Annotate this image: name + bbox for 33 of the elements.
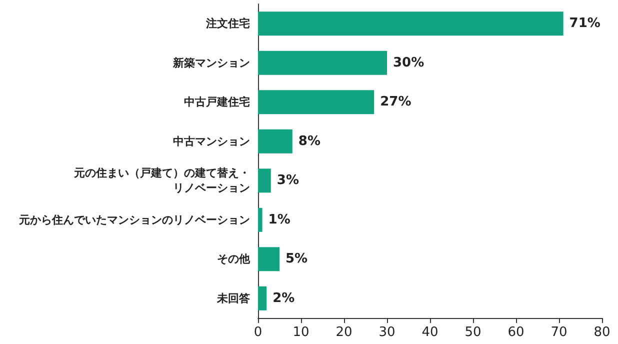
y-tick-label: 中古マンション xyxy=(173,134,250,148)
x-tick-label: 20 xyxy=(336,325,352,340)
x-tick-label: 0 xyxy=(254,325,262,340)
x-tick-label: 30 xyxy=(378,325,396,340)
y-tick-label: 中古戸建住宅 xyxy=(184,96,250,109)
bar xyxy=(258,90,374,114)
bar xyxy=(258,129,292,154)
data-label: 5% xyxy=(286,252,308,267)
bar xyxy=(258,50,387,75)
y-tick-label: 注文住宅 xyxy=(205,17,250,30)
x-tick-label: 10 xyxy=(292,325,310,340)
data-label: 3% xyxy=(276,173,299,188)
data-label: 27% xyxy=(380,94,412,110)
bar xyxy=(258,12,564,36)
bar xyxy=(258,247,280,272)
data-label: 71% xyxy=(569,16,600,32)
y-tick-label: 新築マンション xyxy=(172,56,250,70)
x-tick-label: 80 xyxy=(594,325,610,340)
data-label: 30% xyxy=(393,55,424,70)
bar xyxy=(258,208,262,232)
bar xyxy=(258,168,271,193)
y-tick-label: 元から住んでいたマンションのリノベーション xyxy=(18,213,250,226)
x-tick-label: 40 xyxy=(422,325,438,340)
y-tick-label: その他 xyxy=(217,252,251,266)
data-label: 8% xyxy=(298,134,320,149)
x-tick-label: 50 xyxy=(464,325,482,340)
x-tick-label: 70 xyxy=(550,325,568,340)
data-label: 1% xyxy=(268,212,290,228)
x-tick-label: 60 xyxy=(508,325,524,340)
y-tick-label: 元の住まい（戸建て）の建て替え・リノベーション xyxy=(73,166,250,195)
data-label: 2% xyxy=(272,290,295,306)
y-tick-label: 未回答 xyxy=(216,292,251,305)
bar xyxy=(258,286,267,310)
